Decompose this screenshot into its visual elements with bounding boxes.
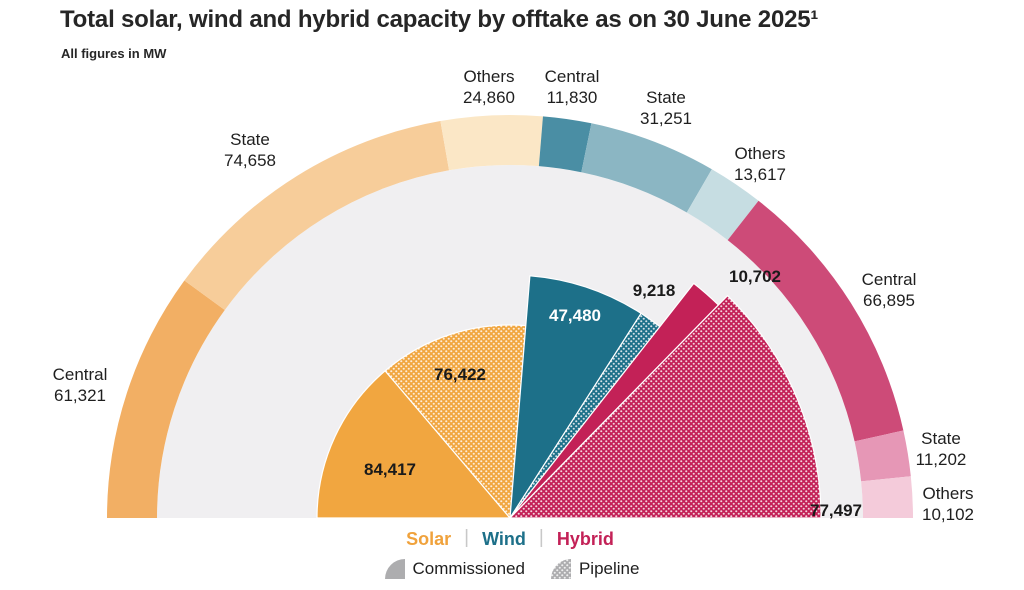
ring-segment-solar-central <box>107 280 225 518</box>
commissioned-icon <box>384 559 405 579</box>
status-label: Pipeline <box>578 559 640 578</box>
ring-segment-wind-others <box>686 169 759 241</box>
ring-segment-wind-state <box>581 123 712 213</box>
ring-segment-hybrid-central <box>727 200 904 442</box>
wedge-solar-commissioned <box>316 370 511 519</box>
chart-subtitle: All figures in MW <box>61 46 167 61</box>
pipeline-icon <box>550 559 571 579</box>
wedge-hybrid-pipeline <box>509 295 822 519</box>
legend-hybrid: Hybrid <box>556 528 614 549</box>
ring-segment-hybrid-others <box>861 476 913 518</box>
legend-separator: | <box>538 527 544 548</box>
status-legend: Commissioned Pipeline <box>0 559 1024 579</box>
chart-title: Total solar, wind and hybrid capacity by… <box>60 6 819 33</box>
legend-solar: Solar <box>406 528 452 549</box>
category-legend: Solar | Wind | Hybrid <box>0 527 1020 550</box>
legend-separator: | <box>464 527 470 548</box>
legend-wind: Wind <box>482 528 526 549</box>
ring-segment-hybrid-state <box>854 430 911 482</box>
ring-segment-wind-central <box>538 116 592 173</box>
wedge-wind-commissioned <box>509 275 642 519</box>
ring-segment-solar-others <box>440 114 543 171</box>
wedge-solar-pipeline <box>384 324 527 519</box>
legend-commissioned: Commissioned <box>384 559 525 579</box>
legend-pipeline: Pipeline <box>550 559 640 579</box>
ring-segment-solar-state <box>184 121 450 310</box>
status-label: Commissioned <box>412 559 525 578</box>
